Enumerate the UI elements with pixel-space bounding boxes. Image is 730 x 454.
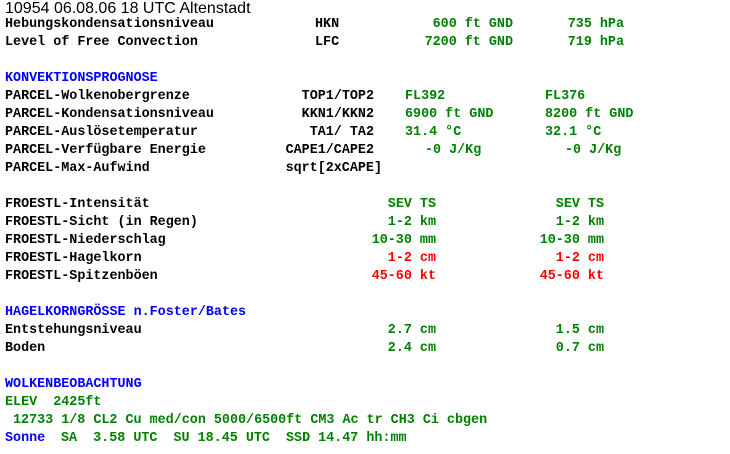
froestl-value-2: SEV TS (555, 197, 604, 212)
froestl-value-2: 1-2 cm (555, 251, 604, 266)
parcel-value-2: 8200 ft GND (545, 107, 634, 122)
parcel-value-2: 32.1 °C (545, 125, 602, 140)
parcel-code: TOP1/TOP2 (301, 89, 374, 104)
hagel-value-2: 1.5 cm (555, 323, 604, 338)
parcel-value-2: FL376 (545, 89, 586, 104)
froestl-value-1: 10-30 mm (371, 233, 436, 248)
sun-times: SA 3.58 UTC SU 18.45 UTC SSD 14.47 hh:mm (61, 431, 407, 446)
froestl-label: FROESTL-Intensität (5, 197, 150, 212)
wolken-heading: WOLKENBEOBACHTUNG (5, 377, 142, 392)
parcel-label: PARCEL-Verfügbare Energie (5, 143, 206, 158)
parcel-label: PARCEL-Kondensationsniveau (5, 107, 214, 122)
parcel-value-1: FL392 (405, 89, 446, 104)
parcel-value-1: -0 J/Kg (425, 143, 482, 158)
hagel-value-2: 0.7 cm (555, 341, 604, 356)
hagel-value-1: 2.7 cm (387, 323, 436, 338)
level-code: HKN (315, 17, 340, 32)
parcel-label: PARCEL-Wolkenobergrenze (5, 89, 190, 104)
froestl-label: FROESTL-Niederschlag (5, 233, 166, 248)
level-code: LFC (315, 35, 340, 50)
hagel-label: Entstehungsniveau (5, 323, 142, 338)
elevation: ELEV 2425ft (5, 395, 102, 410)
level-height: 7200 ft GND (424, 35, 513, 50)
froestl-value-1: 1-2 km (387, 215, 436, 230)
parcel-label: PARCEL-Auslösetemperatur (5, 125, 198, 140)
froestl-label: FROESTL-Sicht (in Regen) (5, 215, 198, 230)
station-title: 10954 06.08.06 18 UTC Altenstadt (5, 0, 251, 17)
parcel-code: sqrt[2xCAPE] (285, 161, 382, 176)
konvektion-heading: KONVEKTIONSPROGNOSE (5, 71, 158, 86)
parcel-code: TA1/ TA2 (309, 125, 374, 140)
parcel-code: CAPE1/CAPE2 (285, 143, 374, 158)
hagel-label: Boden (5, 341, 46, 356)
parcel-label: PARCEL-Max-Aufwind (5, 161, 150, 176)
froestl-value-2: 10-30 mm (539, 233, 604, 248)
hagel-value-1: 2.4 cm (387, 341, 436, 356)
froestl-value-1: 45-60 kt (371, 269, 436, 284)
froestl-label: FROESTL-Spitzenböen (5, 269, 158, 284)
level-label: Hebungskondensationsniveau (5, 17, 214, 32)
froestl-value-1: 1-2 cm (387, 251, 436, 266)
parcel-value-1: 31.4 °C (405, 125, 462, 140)
level-pressure: 735 hPa (567, 17, 624, 32)
hagel-heading: HAGELKORNGRÖSSE n.Foster/Bates (5, 305, 247, 320)
froestl-label: FROESTL-Hagelkorn (5, 251, 142, 266)
froestl-value-2: 45-60 kt (539, 269, 604, 284)
parcel-value-1: 6900 ft GND (405, 107, 494, 122)
level-pressure: 719 hPa (567, 35, 624, 50)
froestl-value-2: 1-2 km (555, 215, 604, 230)
parcel-code: KKN1/KKN2 (301, 107, 374, 122)
level-label: Level of Free Convection (5, 35, 198, 50)
parcel-value-2: -0 J/Kg (565, 143, 622, 158)
cloud-observation: 12733 1/8 CL2 Cu med/con 5000/6500ft CM3… (13, 413, 488, 428)
froestl-value-1: SEV TS (387, 197, 436, 212)
level-height: 600 ft GND (432, 17, 513, 32)
sun-label: Sonne (5, 431, 46, 446)
